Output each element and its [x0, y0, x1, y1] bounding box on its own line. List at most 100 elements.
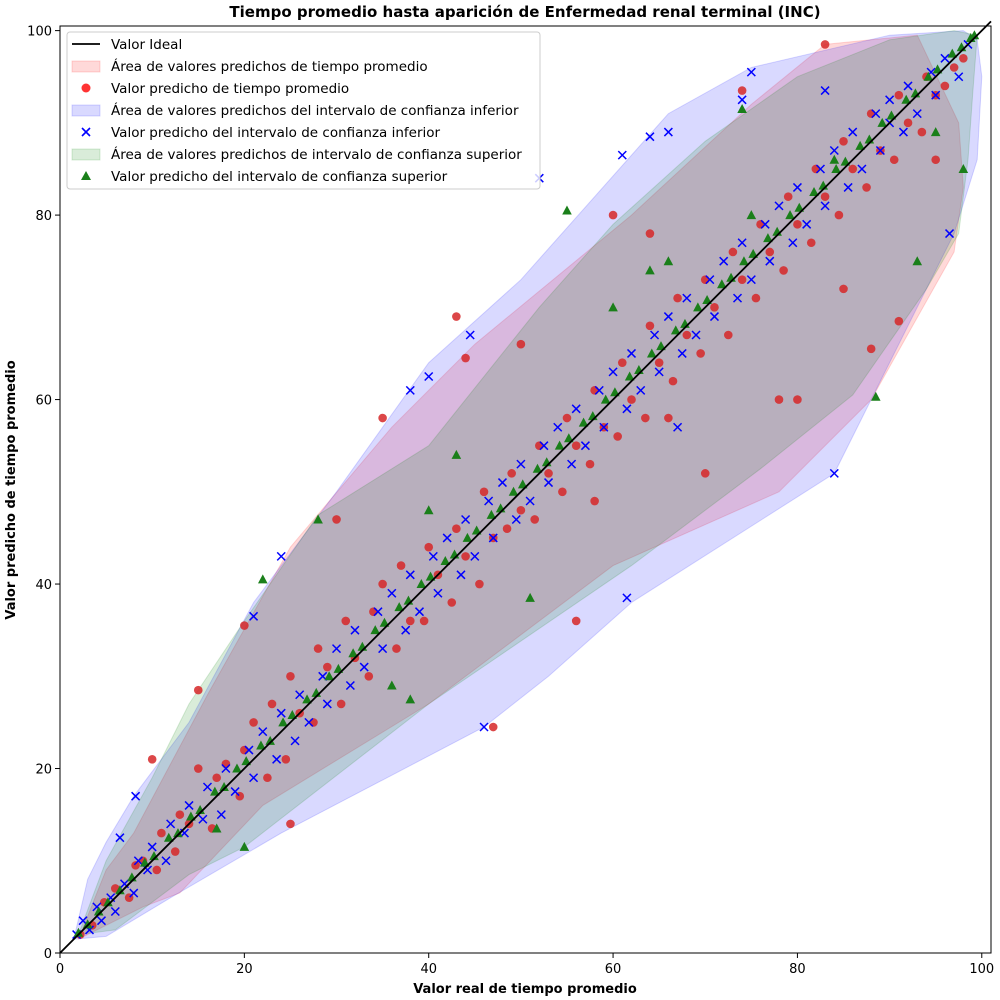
lower-ci-point	[428, 551, 438, 561]
lower-ci-point-stroke	[456, 570, 466, 580]
lower-ci-point	[525, 496, 535, 506]
legend: Valor Ideal Área de valores predichos de…	[66, 31, 541, 190]
lower-ci-point-stroke	[737, 238, 747, 248]
mean-point	[152, 865, 162, 875]
mean-point	[424, 542, 434, 552]
lower-ci-point	[709, 312, 719, 322]
lower-ci-point	[663, 127, 673, 137]
lower-ci-point-stroke	[654, 367, 664, 377]
y-tick-label: 0	[44, 947, 52, 962]
upper-ci-point	[115, 885, 125, 895]
lower-ci-point-stroke	[737, 95, 747, 105]
mean-point	[645, 229, 655, 238]
upper-ci-point	[717, 279, 727, 289]
lower-ci-point	[691, 330, 701, 340]
lower-ci-point	[461, 514, 471, 525]
lower-ci-point-stroke	[295, 690, 305, 700]
lower-ci-point	[304, 717, 314, 727]
upper-ci-point	[324, 671, 334, 681]
mean-point	[544, 469, 553, 478]
lower-ci-point-stroke	[129, 888, 139, 898]
mean-point	[756, 220, 765, 229]
lower-ci-point	[131, 791, 141, 801]
legend-area-mean-swatch	[71, 60, 101, 73]
lower-ci-point-stroke	[230, 787, 240, 797]
upper-ci-point	[901, 94, 911, 104]
mean-point	[341, 616, 351, 626]
lower-ci-point	[115, 833, 125, 843]
mean-point	[267, 699, 277, 709]
upper-ci-point	[645, 265, 655, 275]
mean-point	[949, 63, 959, 72]
mean-point	[608, 210, 618, 220]
lower-ci-point	[359, 662, 369, 672]
lower-ci-point-stroke	[414, 607, 425, 617]
lower-ci-point	[249, 611, 259, 621]
mean-point	[530, 515, 540, 524]
chart-title: Tiempo promedio hasta aparición de Enfer…	[229, 3, 820, 21]
upper-ci-point	[257, 574, 268, 584]
mean-point	[834, 210, 844, 220]
lower-ci-point-stroke	[875, 145, 885, 156]
lower-ci-point-stroke	[405, 570, 415, 580]
lower-ci-point-stroke	[488, 533, 498, 543]
lower-ci-point-stroke	[912, 109, 922, 119]
lower-ci-point-stroke	[677, 348, 687, 358]
lower-ci-point	[129, 888, 139, 898]
mean-point	[193, 764, 203, 773]
lower-ci-point	[903, 81, 913, 91]
upper-ci-point	[969, 30, 980, 40]
lower-ci-point-stroke	[465, 330, 475, 340]
upper-ci-point	[302, 694, 312, 704]
mean-point	[668, 376, 678, 386]
mean-point	[728, 247, 738, 257]
mean-point	[931, 155, 940, 165]
lower-ci-point	[719, 256, 729, 266]
upper-ci-point	[163, 832, 174, 842]
mean-point	[452, 312, 461, 321]
mean-point	[364, 671, 374, 681]
lower-ci-point	[645, 132, 655, 142]
legend-mean-marker	[81, 83, 91, 93]
lower-ci-point	[594, 385, 604, 395]
lower-ci-point	[272, 754, 282, 764]
upper-ci-point	[958, 163, 969, 173]
lower-ci-point	[567, 459, 577, 469]
mean-point	[396, 561, 406, 570]
lower-ci-point	[732, 293, 743, 303]
mean-point	[562, 413, 572, 423]
lower-ci-point	[682, 293, 692, 303]
lower-ci-point	[875, 145, 885, 156]
lower-ci-point	[465, 330, 475, 340]
upper-ci-point	[211, 823, 222, 833]
lower-ci-point	[147, 842, 157, 852]
lower-ci-point-stroke	[147, 842, 157, 852]
mean-point	[336, 699, 346, 709]
lower-ci-point	[677, 348, 687, 358]
legend-area-upper-label: Área de valores predichos de intervalo d…	[111, 146, 522, 163]
lower-ci-point-stroke	[511, 514, 521, 525]
upper-ci-point	[394, 602, 405, 612]
lower-ci-point	[184, 800, 194, 810]
lower-ci-point	[954, 72, 964, 82]
lower-ci-point-stroke	[940, 53, 950, 63]
upper-ci-point	[855, 140, 865, 150]
y-axis-ticks: 0 20 40 60 80 100	[27, 25, 60, 962]
lower-ci-point	[202, 782, 213, 792]
legend-upper-label: Valor predicho del intervalo de confianz…	[111, 169, 448, 185]
upper-ci-point	[932, 64, 943, 74]
lower-ci-point	[276, 551, 286, 561]
upper-ci-point	[149, 851, 159, 861]
upper-ci-point	[232, 763, 242, 773]
upper-ci-point	[333, 663, 344, 673]
mean-point	[664, 413, 673, 423]
lower-ci-point-stroke	[78, 916, 88, 926]
lower-ci-point-stroke	[820, 201, 830, 211]
lower-ci-point-stroke	[954, 72, 964, 82]
x-tick-label: 100	[969, 962, 994, 977]
lower-ci-point-stroke	[401, 625, 411, 635]
mean-point	[940, 81, 950, 91]
mean-point	[820, 40, 830, 49]
lower-ci-point	[401, 625, 411, 635]
lower-ci-point-stroke	[497, 478, 507, 488]
